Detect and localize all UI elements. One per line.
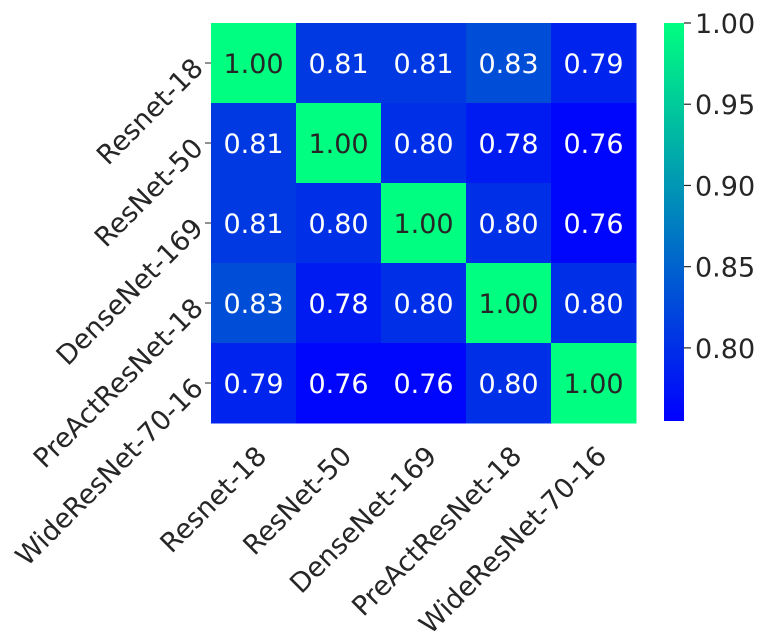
cell-value-label: 0.76 [563, 209, 623, 240]
heatmap-cell [381, 263, 467, 344]
heatmap-cell [381, 103, 467, 184]
cell-value-label: 1.00 [393, 209, 453, 240]
cell-value-label: 0.76 [308, 369, 368, 400]
cell-value-label: 0.79 [563, 49, 623, 80]
heatmap-cell [466, 183, 552, 264]
heatmap-cell [296, 263, 382, 344]
cell-value-label: 0.80 [478, 209, 538, 240]
x-tick-labels: Resnet-18ResNet-50DenseNet-169PreActResN… [155, 441, 614, 632]
cell-value-label: 0.80 [563, 289, 623, 320]
cell-value-label: 0.83 [478, 49, 538, 80]
heatmap-cell [466, 103, 552, 184]
heatmap-cell [211, 23, 297, 104]
heatmap-cell [211, 103, 297, 184]
heatmap-cells [211, 23, 637, 424]
colorbar-tick-label: 0.90 [695, 171, 755, 202]
cell-value-labels: 1.00 0.81 0.81 0.83 0.79 0.81 1.00 0.80 0.78 0.76… [223, 49, 623, 400]
heatmap-cell [211, 343, 297, 424]
heatmap-cell [381, 183, 467, 264]
cell-value-label: 0.80 [393, 129, 453, 160]
cell-value-label: 0.76 [563, 129, 623, 160]
heatmap-cell [551, 183, 637, 264]
heatmap-cell [466, 23, 552, 104]
heatmap-cell [296, 343, 382, 424]
cell-value-label: 0.80 [308, 209, 368, 240]
heatmap-cell [381, 343, 467, 424]
y-tick-labels: Resnet-18ResNet-50DenseNet-169PreActResN… [10, 53, 211, 572]
cell-value-label: 0.79 [223, 369, 283, 400]
colorbar-tick-label: 0.95 [695, 90, 755, 121]
heatmap-cell [296, 183, 382, 264]
cell-value-label: 0.81 [393, 49, 453, 80]
y-tick-label: DenseNet-169 [51, 213, 210, 372]
colorbar-tick-label: 0.80 [695, 334, 755, 365]
cell-value-label: 0.83 [223, 289, 283, 320]
cell-value-label: 0.80 [393, 289, 453, 320]
heatmap-cell [551, 23, 637, 104]
cell-value-label: 0.78 [478, 129, 538, 160]
heatmap-cell [551, 103, 637, 184]
cell-value-label: 0.81 [223, 209, 283, 240]
colorbar: 0.80 0.85 0.90 0.95 1.00 [664, 9, 755, 421]
cell-value-label: 0.78 [308, 289, 368, 320]
cell-value-label: 0.76 [393, 369, 453, 400]
colorbar-tick-label: 1.00 [695, 9, 755, 40]
cell-value-label: 1.00 [478, 289, 538, 320]
colorbar-tick-label: 0.85 [695, 253, 755, 284]
heatmap-cell [296, 103, 382, 184]
cell-value-label: 1.00 [223, 49, 283, 80]
cell-value-label: 1.00 [308, 129, 368, 160]
heatmap-cell [466, 263, 552, 344]
cell-value-label: 1.00 [563, 369, 623, 400]
heatmap-cell [466, 343, 552, 424]
cell-value-label: 0.81 [223, 129, 283, 160]
heatmap-cell [551, 343, 637, 424]
cell-value-label: 0.80 [478, 369, 538, 400]
heatmap-cell [381, 23, 467, 104]
x-tick-label: DenseNet-169 [284, 441, 443, 600]
heatmap-cell [211, 183, 297, 264]
heatmap-cell [296, 23, 382, 104]
heatmap-cell [551, 263, 637, 344]
heatmap-cell [211, 263, 297, 344]
colorbar-gradient [664, 23, 684, 421]
cell-value-label: 0.81 [308, 49, 368, 80]
